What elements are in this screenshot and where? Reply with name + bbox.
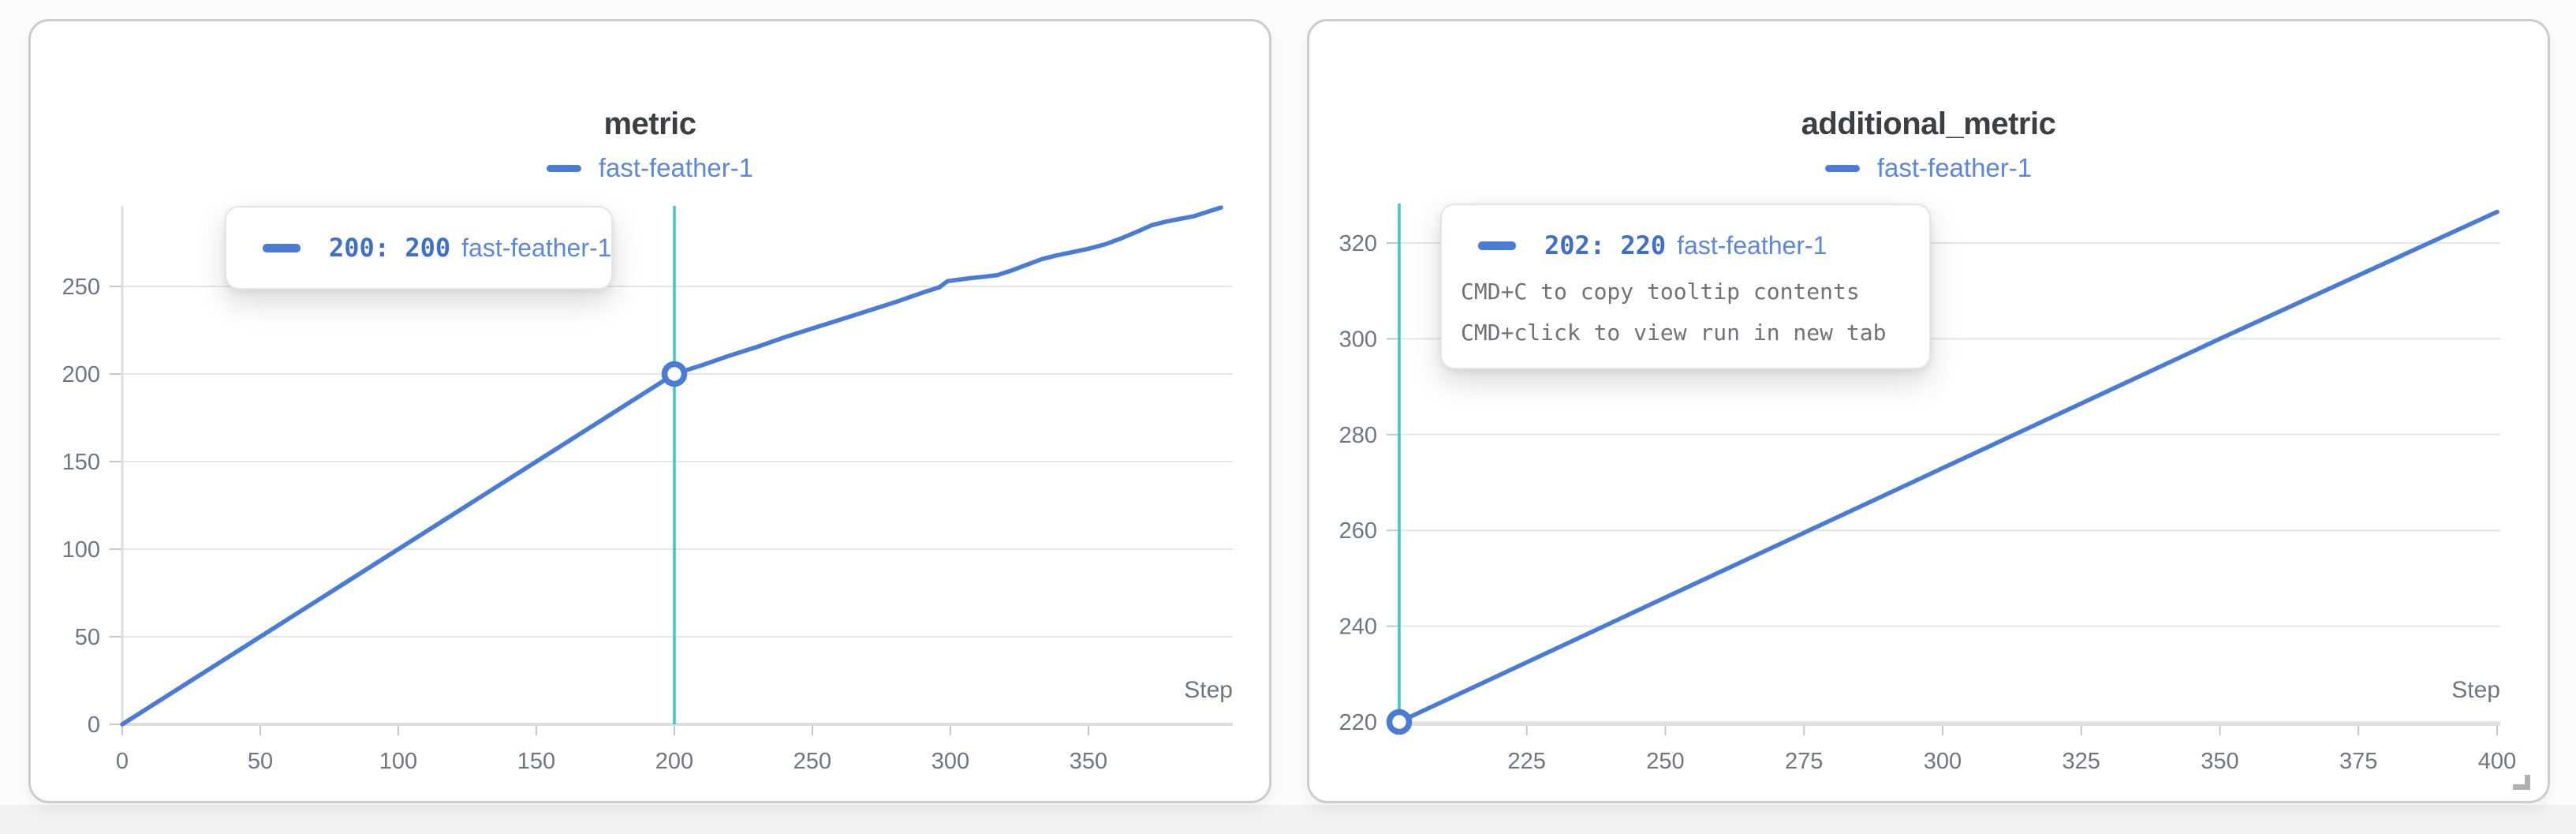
svg-text:250: 250 xyxy=(1646,749,1684,774)
legend-line-swatch xyxy=(1824,164,1860,172)
svg-text:280: 280 xyxy=(1339,423,1377,448)
panel-resize-grip[interactable] xyxy=(2513,775,2530,790)
svg-text:375: 375 xyxy=(2339,749,2377,774)
hover-tooltip-additional-metric: 202: 220 fast-feather-1 CMD+C to copy to… xyxy=(1440,204,1931,369)
svg-text:300: 300 xyxy=(931,749,969,774)
svg-text:50: 50 xyxy=(75,625,100,650)
tooltip-run-name: fast-feather-1 xyxy=(461,233,612,262)
legend-item-run[interactable]: fast-feather-1 xyxy=(1309,151,2548,185)
svg-text:100: 100 xyxy=(62,537,100,563)
tooltip-series-swatch xyxy=(263,243,301,252)
tooltip-row: 200: 200 fast-feather-1 xyxy=(245,233,611,263)
svg-text:150: 150 xyxy=(62,450,100,475)
svg-text:300: 300 xyxy=(1339,327,1377,352)
svg-text:300: 300 xyxy=(1924,749,1962,774)
chart-canvas-metric[interactable]: 0 50 100 150 200 250 0 50 100 150 200 250 300 350 Step xyxy=(31,21,1269,801)
svg-text:350: 350 xyxy=(1070,749,1107,774)
page-footer-strip xyxy=(0,805,2576,834)
svg-text:260: 260 xyxy=(1339,518,1377,544)
svg-text:325: 325 xyxy=(2063,749,2100,774)
svg-text:50: 50 xyxy=(248,749,273,774)
panel-title: metric xyxy=(603,107,696,141)
legend-item-run[interactable]: fast-feather-1 xyxy=(31,151,1269,185)
legend-line-swatch xyxy=(546,164,581,172)
svg-text:250: 250 xyxy=(62,275,100,300)
tooltip-hint-open: CMD+click to view run in new tab xyxy=(1461,320,1887,346)
tooltip-row: 202: 220 fast-feather-1 xyxy=(1461,226,1910,265)
svg-text:100: 100 xyxy=(379,749,417,774)
hover-tooltip-metric: 200: 200 fast-feather-1 xyxy=(225,206,613,290)
chart-panel-metric: metric fast-feather-1 0 50 100 150 200 250 0 50… xyxy=(28,19,1271,803)
tooltip-series-swatch xyxy=(1478,241,1516,250)
svg-text:225: 225 xyxy=(1508,749,1546,774)
tooltip-run-name: fast-feather-1 xyxy=(1677,230,1827,260)
svg-text:Step: Step xyxy=(1184,677,1233,703)
tooltip-hint-copy: CMD+C to copy tooltip contents xyxy=(1461,279,1860,305)
legend-run-name: fast-feather-1 xyxy=(598,153,754,182)
svg-text:0: 0 xyxy=(88,712,100,738)
svg-text:250: 250 xyxy=(793,749,831,774)
svg-text:0: 0 xyxy=(116,749,129,774)
svg-text:240: 240 xyxy=(1339,615,1377,640)
svg-text:200: 200 xyxy=(655,749,693,774)
svg-text:200: 200 xyxy=(62,362,100,387)
svg-text:275: 275 xyxy=(1785,749,1823,774)
panel-title: additional_metric xyxy=(1801,107,2056,141)
tooltip-step-value: 202: 220 xyxy=(1544,230,1667,260)
chart-panel-additional-metric: additional_metric fast-feather-1 220 240 2… xyxy=(1307,19,2550,803)
legend-run-name: fast-feather-1 xyxy=(1876,153,2033,182)
chart-canvas-additional-metric[interactable]: 220 240 260 280 300 320 225 250 275 300 325 350 375 4… xyxy=(1309,21,2548,801)
svg-text:Step: Step xyxy=(2451,677,2500,703)
svg-text:350: 350 xyxy=(2201,749,2238,774)
tooltip-step-value: 200: 200 xyxy=(329,233,451,263)
svg-text:400: 400 xyxy=(2478,749,2516,774)
svg-text:320: 320 xyxy=(1339,231,1377,256)
svg-text:220: 220 xyxy=(1339,710,1377,735)
svg-text:150: 150 xyxy=(517,749,555,774)
